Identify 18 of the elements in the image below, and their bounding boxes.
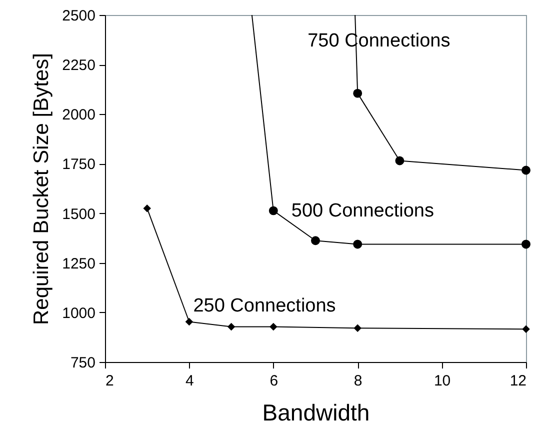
- x-tick-label: 6: [270, 372, 278, 390]
- x-tick-label: 4: [186, 372, 194, 390]
- y-tick-label: 1000: [62, 304, 96, 322]
- y-axis-title: Required Bucket Size [Bytes]: [30, 53, 54, 325]
- x-tick-label: 2: [106, 372, 114, 390]
- y-tick-label: 750: [70, 354, 96, 372]
- x-tick-label: 8: [354, 372, 362, 390]
- y-tick-label: 1250: [62, 255, 96, 272]
- y-tick-label: 2250: [62, 57, 96, 74]
- y-tick-label: 1750: [62, 156, 96, 174]
- series-label: 250 Connections: [193, 296, 336, 317]
- y-tick-label: 2000: [62, 106, 96, 124]
- y-tick-label: 2500: [62, 8, 96, 24]
- x-axis-title: Bandwidth: [262, 400, 370, 426]
- series-label: 500 Connections: [291, 200, 434, 222]
- y-tick-label: 1500: [62, 206, 96, 223]
- x-tick-label: 12: [510, 372, 526, 390]
- x-tick-label: 10: [434, 372, 451, 390]
